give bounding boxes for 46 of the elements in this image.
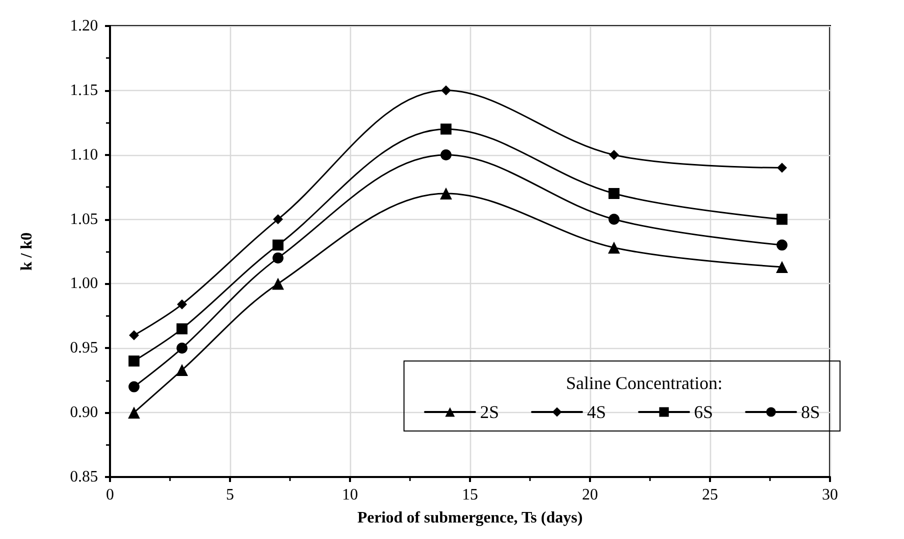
point: [441, 85, 451, 96]
y-tick-label: 1.15: [70, 82, 98, 99]
point: [608, 188, 620, 200]
point: [776, 214, 788, 225]
x-tick-label: 0: [106, 486, 114, 504]
legend-label: 6S: [694, 402, 714, 422]
y-tick-label: 0.95: [70, 340, 98, 357]
point: [777, 162, 787, 173]
point: [272, 240, 284, 251]
point: [440, 124, 452, 135]
legend-label: 8S: [801, 402, 820, 422]
x-axis-title: Period of submergence, Ts (days): [357, 510, 583, 526]
y-tick-label: 1.10: [70, 146, 98, 164]
point: [176, 323, 188, 334]
point: [128, 406, 140, 419]
y-tick-label: 0.90: [70, 404, 98, 422]
point: [177, 299, 187, 310]
point: [176, 364, 188, 376]
legend-label: 2S: [480, 402, 500, 422]
point: [609, 150, 619, 160]
point: [608, 214, 620, 225]
x-tick-label: 10: [342, 486, 358, 504]
y-tick-label: 1.20: [70, 18, 98, 34]
y-tick-label: 1.00: [70, 275, 98, 292]
point: [129, 330, 139, 340]
point: [272, 278, 284, 290]
x-tick-label: 20: [582, 486, 598, 504]
x-tick-label: 25: [702, 486, 718, 504]
point: [176, 342, 188, 354]
point: [776, 240, 788, 251]
point: [128, 381, 140, 392]
point: [128, 356, 140, 367]
point: [608, 242, 620, 254]
point: [776, 260, 788, 273]
point: [440, 149, 452, 160]
x-tick-label: 30: [822, 486, 838, 504]
legend-label: 4S: [587, 402, 606, 422]
point: [272, 252, 284, 264]
legend-title: Saline Concentration:: [566, 373, 722, 393]
y-tick-label: 0.85: [70, 468, 98, 486]
x-tick-label: 15: [462, 486, 478, 504]
point: [440, 188, 452, 200]
x-tick-label: 5: [226, 486, 234, 504]
y-axis-title: k / k0: [18, 232, 36, 271]
y-tick-label: 1.05: [70, 210, 98, 228]
point: [273, 214, 283, 224]
